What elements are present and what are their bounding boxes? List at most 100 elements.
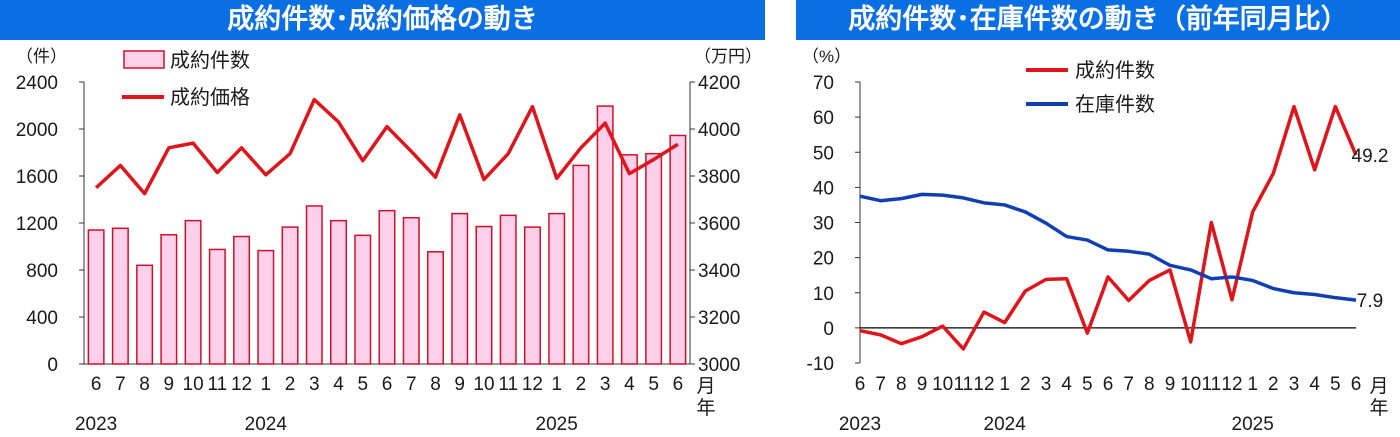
legend-bar-label: 成約件数 <box>170 49 250 72</box>
left-x-tick-label: 10 <box>183 374 204 395</box>
right-y-tick-label: 3600 <box>698 214 740 235</box>
left-y-tick-label: 1200 <box>16 214 58 235</box>
left-x-tick-label: 11 <box>498 374 518 395</box>
right-x-tick-label: 8 <box>896 374 907 395</box>
right-year-label: 2025 <box>1232 414 1274 435</box>
bar-count <box>184 219 202 365</box>
left-x-unit-month: 月 <box>696 376 715 397</box>
right-chart-y-unit: （%） <box>802 47 851 66</box>
left-x-tick-label: 2 <box>285 374 296 395</box>
bar-count <box>669 134 687 365</box>
right-x-tick-label: 11 <box>1201 374 1221 395</box>
right-x-tick-label: 6 <box>1351 374 1362 395</box>
right-x-tick-label: 12 <box>1221 374 1242 395</box>
bar-count <box>499 214 517 365</box>
right-x-tick-label: 9 <box>1165 374 1176 395</box>
right-x-tick-label: 4 <box>1309 374 1320 395</box>
end-label-contract: 49.2 <box>1352 146 1389 167</box>
left-y-tick-label: 400 <box>26 308 58 329</box>
left-x-tick-label: 11 <box>207 374 227 395</box>
bar-count <box>354 234 372 365</box>
bar-count <box>620 154 638 365</box>
right-chart-y-tick-label: 20 <box>813 249 834 270</box>
left-x-tick-label: 1 <box>261 374 272 395</box>
left-x-unit-year: 年 <box>696 397 715 419</box>
right-chart-y-tick-label: -10 <box>807 354 834 375</box>
left-year-label: 2024 <box>245 414 288 435</box>
left-x-tick-label: 8 <box>430 374 441 395</box>
legend-price-label: 成約価格 <box>170 86 250 109</box>
left-x-tick-label: 3 <box>309 374 320 395</box>
left-x-tick-label: 9 <box>454 374 465 395</box>
bar-count <box>136 264 154 365</box>
left-x-tick-label: 10 <box>473 374 494 395</box>
right-y-unit: （万円） <box>694 47 762 66</box>
right-x-tick-label: 1 <box>999 374 1010 395</box>
left-x-tick-label: 1 <box>551 374 562 395</box>
left-y-unit: （件） <box>16 47 67 66</box>
right-chart-y-tick-label: 10 <box>813 284 834 305</box>
right-chart-y-tick-label: 70 <box>813 73 834 94</box>
bar-count <box>475 225 493 365</box>
left-y-tick-label: 0 <box>47 355 58 376</box>
bar-count <box>596 105 614 365</box>
right-chart-y-tick-label: 30 <box>813 214 834 235</box>
line-inventory-yoy <box>859 192 1357 302</box>
left-x-tick-label: 6 <box>91 374 102 395</box>
legend-bar-swatch <box>123 50 165 69</box>
right-x-tick-label: 5 <box>1082 374 1093 395</box>
right-chart-y-tick-label: 60 <box>813 108 834 129</box>
bar-count <box>572 164 590 365</box>
right-x-tick-label: 5 <box>1330 374 1341 395</box>
right-x-tick-label: 1 <box>1247 374 1258 395</box>
left-x-tick-label: 2 <box>576 374 587 395</box>
left-x-tick-label: 3 <box>600 374 611 395</box>
bar-count <box>257 249 275 365</box>
bar-count <box>548 212 566 365</box>
right-x-tick-label: 3 <box>1041 374 1052 395</box>
left-year-label: 2025 <box>536 414 578 435</box>
left-x-tick-label: 6 <box>673 374 684 395</box>
right-y-tick-label: 3200 <box>698 308 740 329</box>
right-x-tick-label: 7 <box>875 374 886 395</box>
bar-count <box>645 152 663 365</box>
end-label-inventory: 7.9 <box>1357 291 1383 312</box>
left-x-tick-label: 8 <box>139 374 150 395</box>
bar-count <box>281 226 299 365</box>
right-x-tick-label: 11 <box>953 374 973 395</box>
right-x-tick-label: 8 <box>1144 374 1155 395</box>
line-contract-yoy <box>859 104 1358 351</box>
right-chart-y-tick-label: 40 <box>813 178 834 199</box>
right-x-tick-label: 7 <box>1123 374 1134 395</box>
bar-count <box>402 216 420 365</box>
right-chart-y-tick-label: 50 <box>813 143 834 164</box>
line-price <box>94 97 679 196</box>
right-x-unit-month: 月 <box>1369 376 1388 397</box>
left-year-label: 2023 <box>75 414 117 435</box>
left-y-tick-label: 2000 <box>16 120 58 141</box>
legend-inventory-label: 在庫件数 <box>1075 93 1155 116</box>
bar-count <box>87 229 105 365</box>
left-x-tick-label: 7 <box>115 374 126 395</box>
left-x-tick-label: 6 <box>382 374 393 395</box>
bar-count <box>233 235 251 365</box>
left-y-tick-label: 1600 <box>16 167 58 188</box>
legend-contract-label: 成約件数 <box>1075 59 1155 82</box>
right-x-tick-label: 6 <box>855 374 866 395</box>
left-x-tick-label: 5 <box>357 374 368 395</box>
left-chart-title: 成約件数･成約価格の動き <box>0 0 765 40</box>
right-x-tick-label: 12 <box>973 374 994 395</box>
left-x-tick-label: 5 <box>648 374 659 395</box>
right-x-tick-label: 10 <box>1180 374 1201 395</box>
bar-count <box>111 227 129 365</box>
left-y-tick-label: 800 <box>26 261 58 282</box>
left-x-tick-label: 12 <box>522 374 543 395</box>
right-x-tick-label: 10 <box>932 374 953 395</box>
right-y-tick-label: 4200 <box>698 73 740 94</box>
right-x-tick-label: 3 <box>1289 374 1300 395</box>
bar-count <box>426 251 444 365</box>
right-chart-y-tick-label: 0 <box>823 319 834 340</box>
bar-count <box>208 248 226 365</box>
right-x-unit-year: 年 <box>1369 397 1388 419</box>
bar-count <box>330 219 348 365</box>
